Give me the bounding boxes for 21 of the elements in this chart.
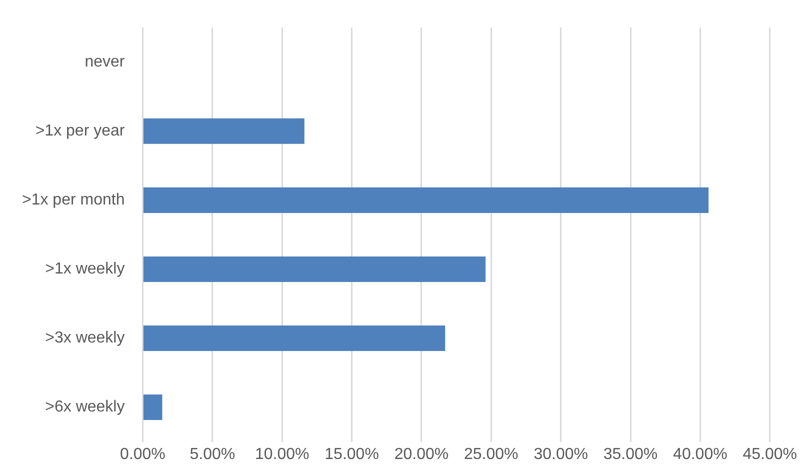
x-tick-label: 15.00% bbox=[324, 446, 379, 463]
bar bbox=[143, 256, 486, 282]
x-tick-label: 5.00% bbox=[190, 446, 236, 463]
bar bbox=[143, 187, 709, 213]
x-tick-label: 35.00% bbox=[603, 446, 658, 463]
y-tick-label: never bbox=[84, 54, 126, 71]
y-tick-label: >1x per month bbox=[22, 192, 125, 209]
x-tick-label: 20.00% bbox=[394, 446, 449, 463]
y-tick-label: >3x weekly bbox=[45, 330, 125, 347]
x-tick-label: 10.00% bbox=[254, 446, 310, 463]
x-tick-label: 30.00% bbox=[534, 446, 588, 463]
y-tick-label: >1x per year bbox=[35, 122, 126, 140]
x-tick-label: 0.00% bbox=[120, 446, 166, 463]
bar bbox=[143, 394, 162, 420]
bar bbox=[143, 325, 446, 352]
bar bbox=[143, 118, 304, 144]
x-tick-label: 40.00% bbox=[673, 446, 728, 463]
y-tick-label: >6x weekly bbox=[45, 398, 125, 416]
x-tick-label: 25.00% bbox=[464, 446, 518, 463]
y-tick-label: >1x weekly bbox=[45, 260, 125, 278]
x-tick-label: 45.00% bbox=[742, 446, 797, 463]
